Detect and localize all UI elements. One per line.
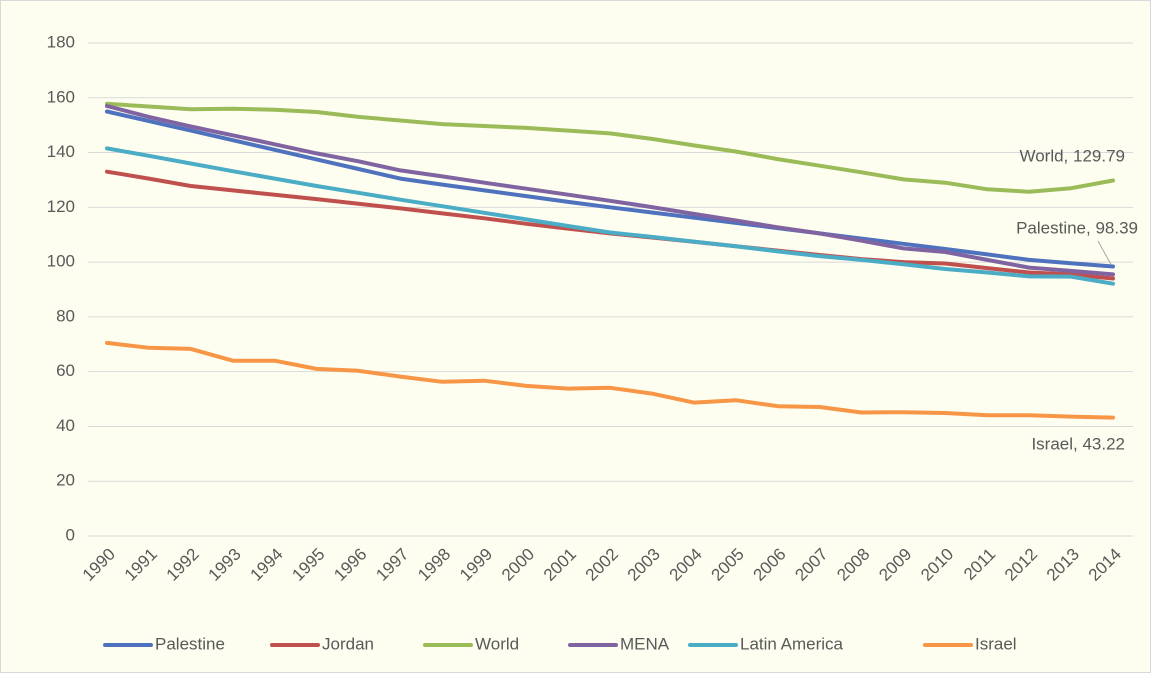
y-tick-label: 140 — [47, 142, 75, 161]
series-line — [105, 109, 1115, 269]
legend-label: Latin America — [740, 634, 844, 653]
annotation: Palestine, 98.39 — [1016, 218, 1138, 237]
y-tick-label: 160 — [47, 87, 75, 106]
y-tick-label: 60 — [56, 361, 75, 380]
y-tick-label: 0 — [66, 525, 75, 544]
series-line — [105, 146, 1115, 286]
series-line — [105, 101, 1115, 194]
annotation: Israel, 43.22 — [1031, 434, 1125, 453]
series-line — [105, 340, 1115, 420]
legend-label: World — [475, 634, 519, 653]
legend-label: Jordan — [322, 634, 374, 653]
y-tick-label: 40 — [56, 416, 75, 435]
annotation: World, 129.79 — [1019, 146, 1125, 165]
annotation-leader — [1097, 240, 1112, 265]
legend-label: MENA — [620, 634, 670, 653]
y-tick-label: 80 — [56, 306, 75, 325]
y-tick-label: 120 — [47, 197, 75, 216]
legend-label: Palestine — [155, 634, 225, 653]
y-tick-label: 100 — [47, 252, 75, 271]
legend-label: Israel — [975, 634, 1017, 653]
y-tick-label: 180 — [47, 32, 75, 51]
y-tick-label: 20 — [56, 471, 75, 490]
series-line — [105, 104, 1115, 277]
